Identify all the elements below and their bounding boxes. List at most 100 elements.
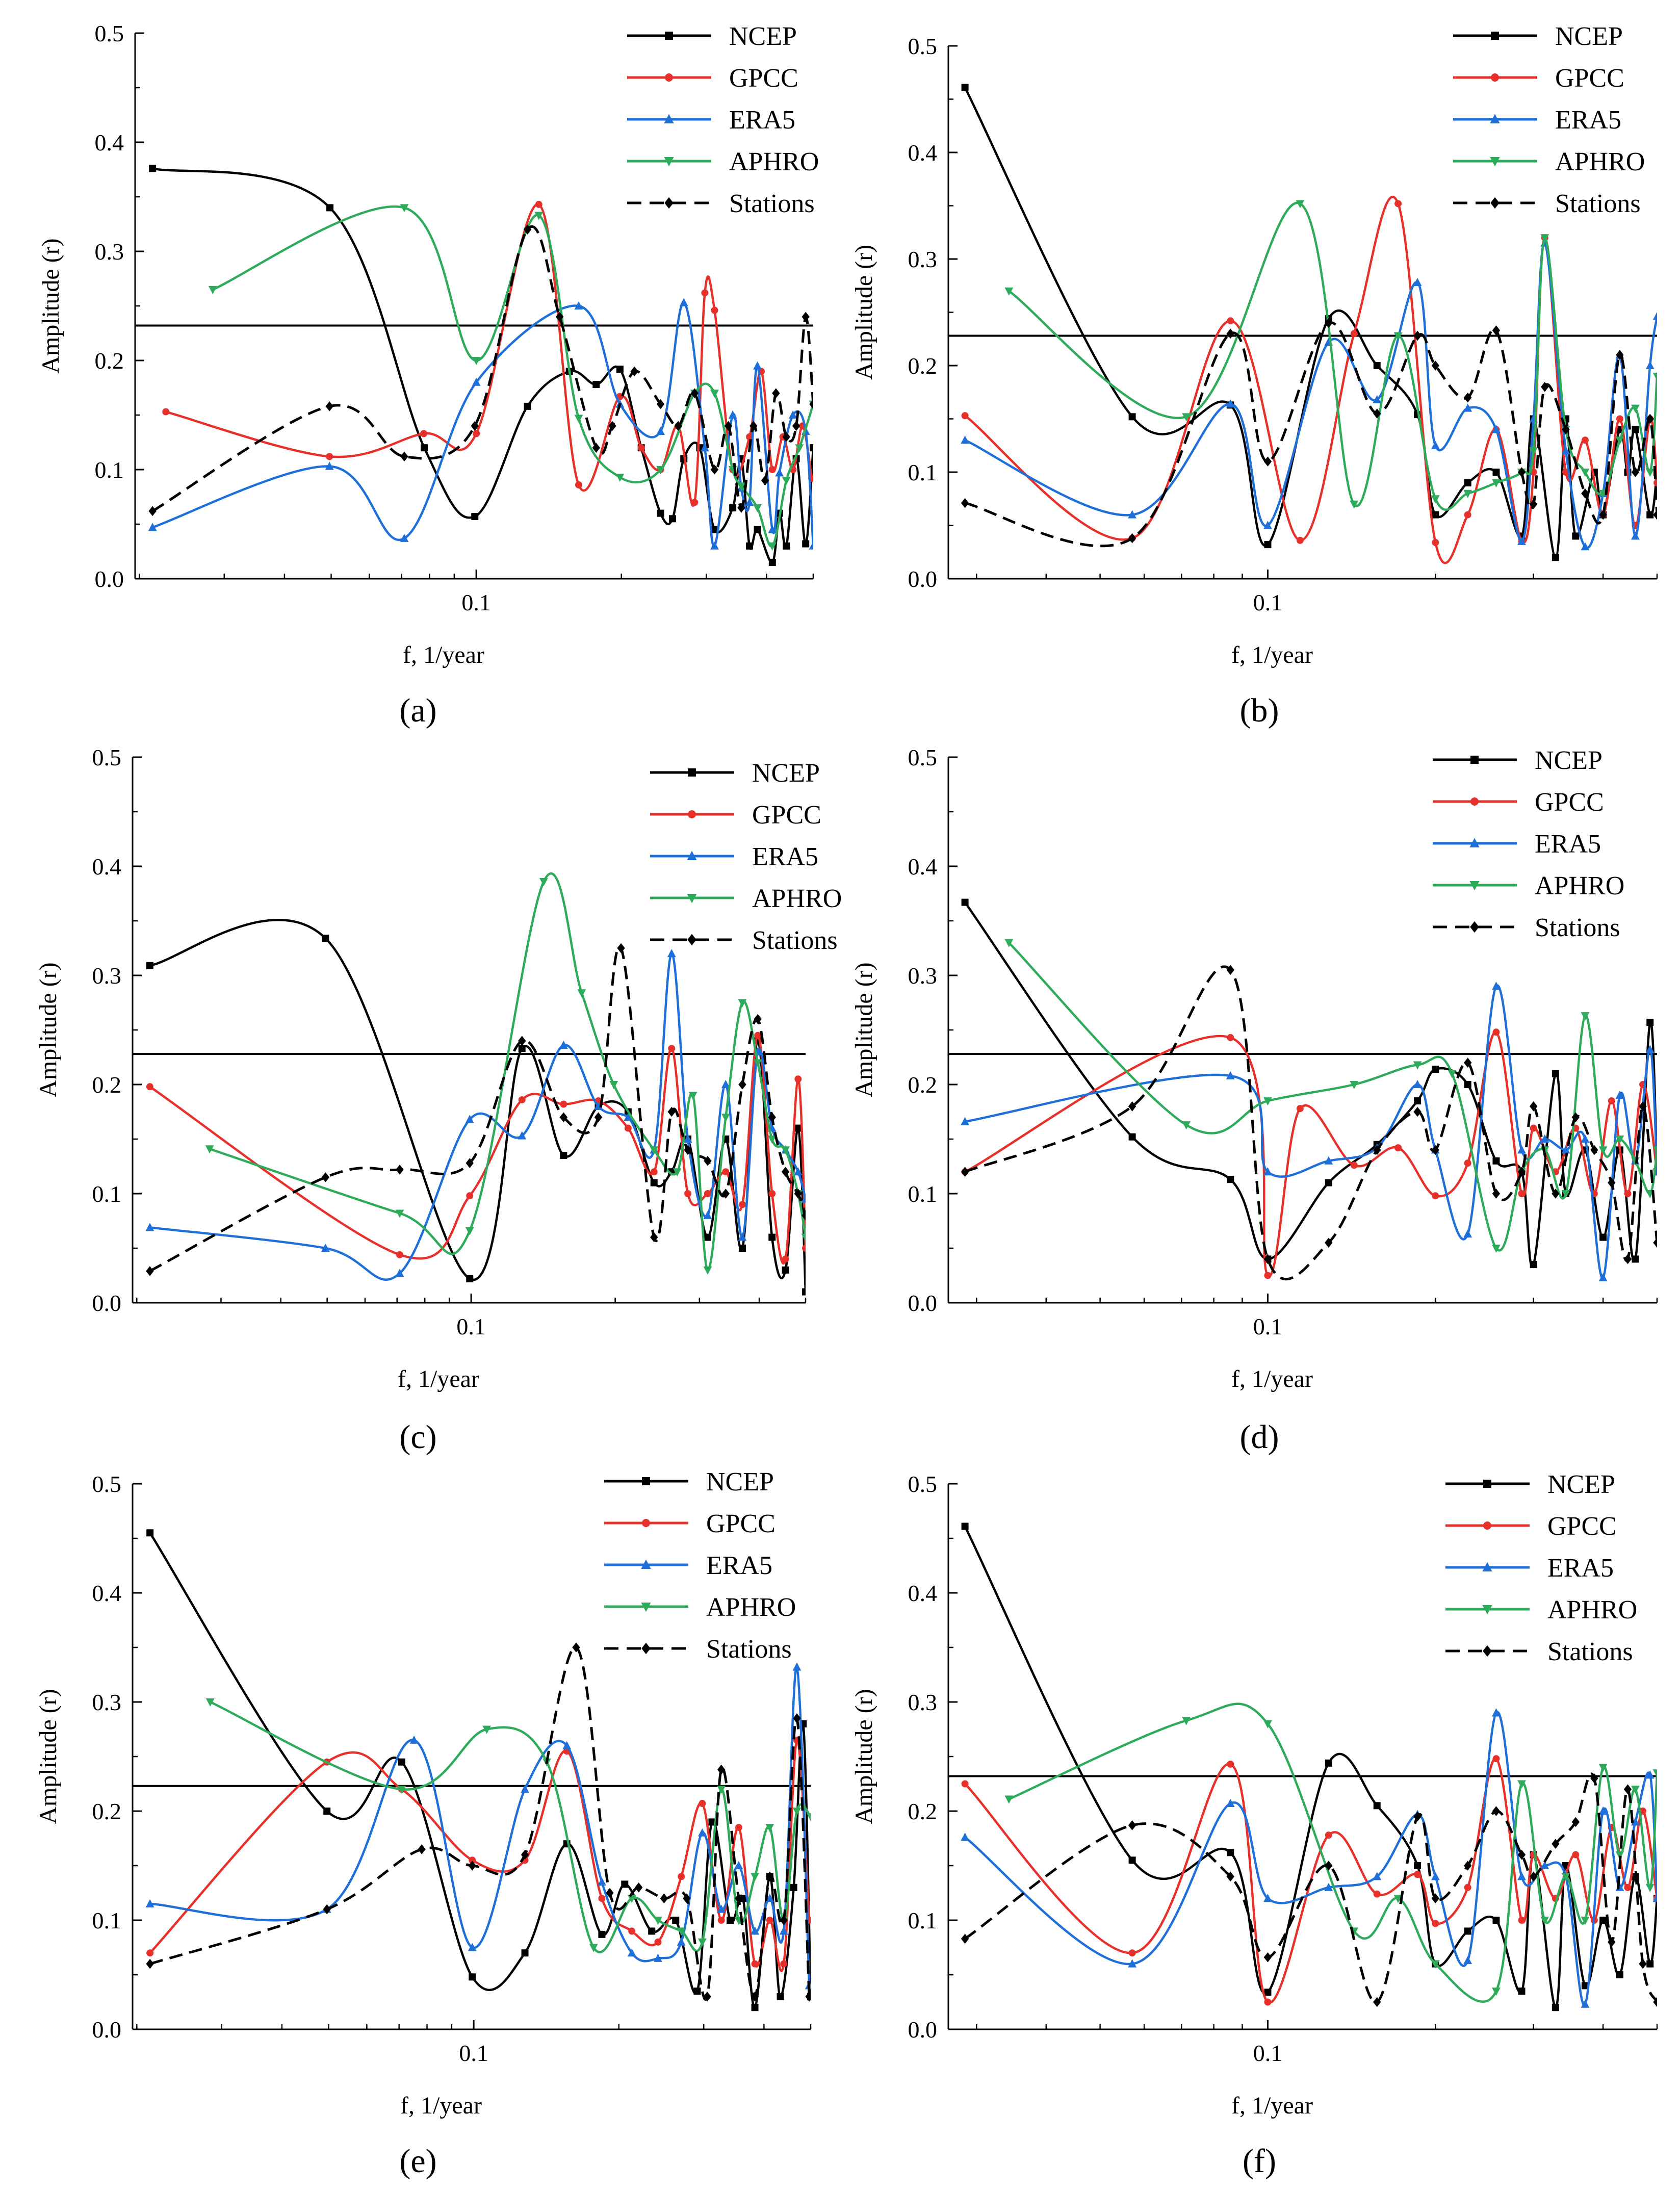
data-point-era5 xyxy=(1581,1999,1590,2008)
data-point-gpcc xyxy=(654,1938,662,1946)
data-point-aphro xyxy=(677,1927,686,1936)
data-point-gpcc xyxy=(1227,1034,1234,1041)
data-point-gpcc xyxy=(1616,415,1623,423)
data-point-era5 xyxy=(1226,1071,1235,1079)
series-line-aphro xyxy=(209,872,806,1272)
data-point-aphro xyxy=(472,357,481,366)
data-point-gpcc xyxy=(1350,1162,1358,1169)
data-point-stations xyxy=(523,224,532,235)
legend-marker xyxy=(664,114,674,123)
data-point-stations xyxy=(1128,1101,1136,1112)
data-point-era5 xyxy=(1598,1273,1608,1281)
data-point-aphro xyxy=(1615,1851,1624,1860)
data-point-era5 xyxy=(1581,1134,1590,1143)
y-tick-label: 0.5 xyxy=(92,1471,122,1497)
data-point-ncep xyxy=(1492,1157,1500,1165)
legend-item-ncep: NCEP xyxy=(1445,1470,1615,1499)
plot-area xyxy=(961,84,1657,564)
data-point-stations xyxy=(321,1172,330,1182)
data-point-gpcc xyxy=(1432,538,1439,546)
data-point-stations xyxy=(1623,1784,1632,1794)
series-line-aphro xyxy=(210,1700,811,1953)
x-tick-label: 0.1 xyxy=(1253,2040,1283,2066)
data-point-aphro xyxy=(1652,372,1657,381)
data-point-stations xyxy=(518,1036,526,1046)
data-point-aphro xyxy=(656,466,665,475)
data-point-era5 xyxy=(1645,1045,1655,1053)
legend-item-stations: Stations xyxy=(1445,1637,1633,1666)
legend-marker xyxy=(1469,881,1480,891)
series-line-ncep xyxy=(152,167,813,564)
data-point-ncep xyxy=(777,1993,784,2000)
chart-panel-d: 0.0 0.1 0.2 0.3 0.4 0.5 0.1 f, 1/year Amplitude … xyxy=(850,744,1658,1456)
series-line-stations xyxy=(965,321,1657,548)
data-point-era5 xyxy=(1128,1959,1137,1968)
series-era5 xyxy=(961,982,1657,1281)
series-line-gpcc xyxy=(149,1034,806,1265)
data-point-aphro xyxy=(753,1059,762,1068)
data-point-gpcc xyxy=(1608,1097,1615,1105)
data-point-era5 xyxy=(793,1167,803,1176)
data-point-aphro xyxy=(792,1808,802,1816)
data-point-stations xyxy=(1529,1101,1538,1112)
y-tick-label: 0.2 xyxy=(908,1798,938,1824)
data-point-gpcc xyxy=(1572,1851,1580,1859)
data-point-aphro xyxy=(1393,1895,1403,1903)
y-tick-label: 0.3 xyxy=(908,963,938,989)
data-point-aphro xyxy=(465,1227,474,1235)
legend-item-ncep: NCEP xyxy=(1433,746,1603,775)
data-point-aphro xyxy=(801,1233,806,1242)
data-point-stations xyxy=(1226,1871,1234,1882)
data-point-stations xyxy=(1517,467,1526,477)
data-point-stations xyxy=(146,1266,154,1276)
data-point-stations xyxy=(802,1210,806,1221)
series-aphro xyxy=(1004,939,1657,1253)
data-point-gpcc xyxy=(1264,1272,1272,1279)
data-point-aphro xyxy=(1263,1720,1272,1728)
series-stations xyxy=(961,1772,1657,2007)
data-point-ncep xyxy=(657,509,664,517)
data-point-gpcc xyxy=(1492,1028,1500,1036)
legend-marker xyxy=(1491,73,1499,82)
data-point-stations xyxy=(635,1882,643,1893)
data-point-aphro xyxy=(400,204,409,213)
legend-item-aphro: APHRO xyxy=(604,1593,796,1622)
x-axis-title: f, 1/year xyxy=(398,1365,479,1392)
data-point-era5 xyxy=(1463,1956,1472,1965)
data-point-gpcc xyxy=(1325,1831,1332,1839)
data-point-era5 xyxy=(961,1833,970,1841)
legend-label: GPCC xyxy=(729,64,798,93)
data-point-era5 xyxy=(1598,1806,1608,1815)
data-point-ncep xyxy=(322,935,329,942)
legend-label: GPCC xyxy=(706,1509,776,1538)
data-point-stations xyxy=(1608,1177,1616,1188)
y-tick-label: 0.1 xyxy=(95,457,124,483)
data-point-ncep xyxy=(961,84,969,91)
data-point-gpcc xyxy=(1653,479,1657,486)
data-point-ncep xyxy=(1616,1971,1623,1978)
data-point-ncep xyxy=(1646,511,1654,519)
data-point-aphro xyxy=(1431,495,1440,504)
data-point-stations xyxy=(468,1861,476,1871)
data-point-era5 xyxy=(809,541,813,550)
data-point-aphro xyxy=(768,542,777,551)
series-era5 xyxy=(148,298,813,550)
data-point-gpcc xyxy=(1492,1755,1500,1763)
data-point-aphro xyxy=(615,473,625,482)
data-point-stations xyxy=(1263,456,1272,467)
y-tick-label: 0.0 xyxy=(908,1290,938,1316)
data-point-aphro xyxy=(1631,404,1640,413)
data-point-aphro xyxy=(654,1917,662,1925)
data-point-gpcc xyxy=(735,1824,742,1831)
data-point-ncep xyxy=(1264,1989,1272,1996)
data-point-stations xyxy=(1608,1937,1616,1947)
series-aphro xyxy=(1004,1702,1657,2003)
data-point-aphro xyxy=(1004,287,1014,296)
data-point-aphro xyxy=(1540,1917,1549,1925)
legend-marker xyxy=(1469,838,1480,847)
panel-label: (a) xyxy=(399,692,436,729)
data-point-stations xyxy=(396,1165,404,1175)
data-point-era5 xyxy=(1561,1145,1570,1154)
data-point-aphro xyxy=(482,1725,492,1734)
data-point-era5 xyxy=(624,1113,633,1121)
